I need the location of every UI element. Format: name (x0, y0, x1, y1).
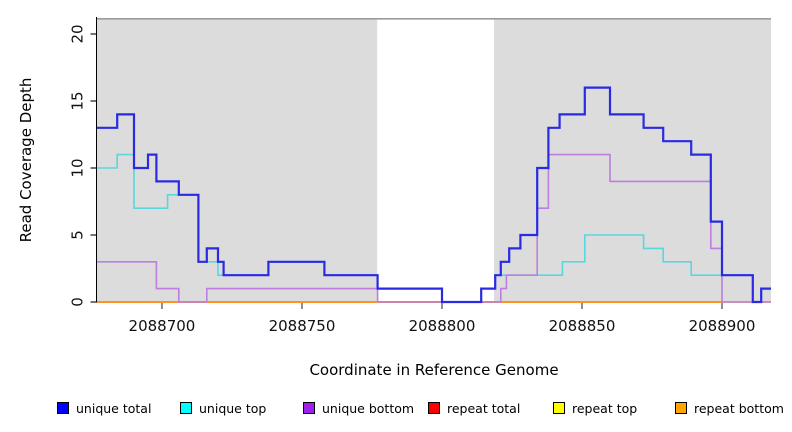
x-tick-label: 2088800 (409, 317, 476, 335)
legend-item-unique-total: unique total (57, 399, 151, 417)
legend-item-unique-top: unique top (180, 399, 266, 417)
y-tick-label: 20 (69, 24, 87, 43)
legend-swatch-icon (553, 402, 565, 414)
legend-label: unique bottom (322, 400, 415, 416)
plot-background (97, 17, 771, 302)
legend-swatch-icon (180, 402, 192, 414)
axes: 0 5 10 15 20 2088700 2088750 2088800 2088850 2088… (69, 17, 756, 335)
y-tick-label: 5 (69, 230, 87, 240)
legend-item-unique-bottom: unique bottom (303, 399, 414, 417)
y-axis-title: Read Coverage Depth (17, 78, 35, 243)
legend-swatch-icon (675, 402, 687, 414)
legend-label: repeat total (447, 400, 521, 416)
legend-label: unique total (76, 400, 152, 416)
legend-label: repeat top (572, 400, 638, 416)
x-tick-label: 2088700 (129, 317, 196, 335)
legend-item-repeat-top: repeat top (553, 399, 637, 417)
x-tick-label: 2088750 (269, 317, 336, 335)
series-line-unique-total (97, 86, 771, 304)
legend-item-repeat-bottom: repeat bottom (675, 399, 784, 417)
series-lines (97, 86, 771, 304)
legend-label: repeat bottom (694, 400, 784, 416)
x-tick-label: 2088900 (689, 317, 756, 335)
legend-item-repeat-total: repeat total (428, 399, 520, 417)
legend-swatch-icon (428, 402, 440, 414)
x-axis-title: Coordinate in Reference Genome (309, 361, 558, 379)
legend-swatch-icon (57, 402, 69, 414)
y-tick-label: 15 (69, 91, 87, 110)
y-tick-label: 10 (69, 158, 87, 177)
x-tick-label: 2088850 (549, 317, 616, 335)
background-region-2 (494, 18, 771, 302)
background-region-0 (97, 18, 378, 302)
chart-legend: unique total unique top unique bottom repea… (0, 399, 792, 423)
y-tick-label: 0 (69, 297, 87, 307)
legend-label: unique top (199, 400, 267, 416)
background-region-1 (377, 18, 495, 302)
legend-swatch-icon (303, 402, 315, 414)
